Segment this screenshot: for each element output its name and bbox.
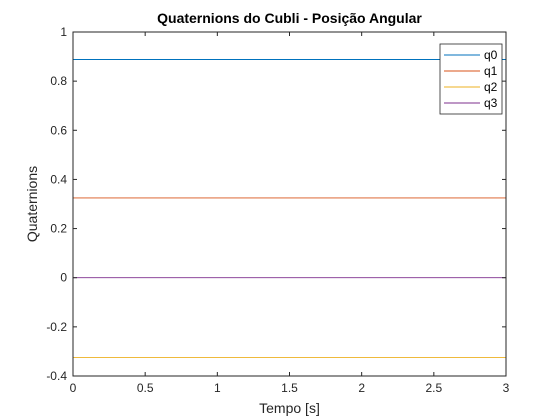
x-tick-label: 2 [358, 381, 365, 395]
legend-label-q1: q1 [484, 64, 498, 78]
series-layer [73, 59, 506, 359]
y-tick-label: 0.4 [50, 172, 67, 186]
y-tick-label: 0.6 [50, 123, 67, 137]
plot-area [73, 32, 506, 376]
x-tick-label: 3 [503, 381, 510, 395]
y-tick-label: 1 [60, 25, 67, 39]
legend: q0 q1 q2 q3 [439, 43, 503, 115]
legend-label-q0: q0 [484, 48, 498, 62]
y-tick-label: -0.2 [46, 320, 67, 334]
x-tick-label: 1.5 [281, 381, 298, 395]
y-tick-label: 0 [60, 271, 67, 285]
y-tick-label: -0.4 [46, 369, 67, 383]
ticks-layer: 0 0.5 1 1.5 2 2.5 3 -0.4 -0.2 0 0.2 0.4 0.6 0.8 1 [46, 25, 509, 395]
plot-frame [72, 31, 507, 377]
x-axis-title: Tempo [s] [259, 400, 320, 416]
x-tick-label: 2.5 [425, 381, 442, 395]
y-tick-label: 0.2 [50, 222, 67, 236]
legend-label-q3: q3 [484, 96, 498, 110]
y-tick-label: 0.8 [50, 74, 67, 88]
x-tick-label: 0 [70, 381, 77, 395]
x-tick-label: 1 [214, 381, 221, 395]
x-tick-label: 0.5 [137, 381, 154, 395]
y-axis-title: Quaternions [24, 166, 40, 242]
legend-label-q2: q2 [484, 80, 498, 94]
chart-title: Quaternions do Cubli - Posição Angular [157, 10, 422, 26]
legend-box [439, 43, 503, 115]
